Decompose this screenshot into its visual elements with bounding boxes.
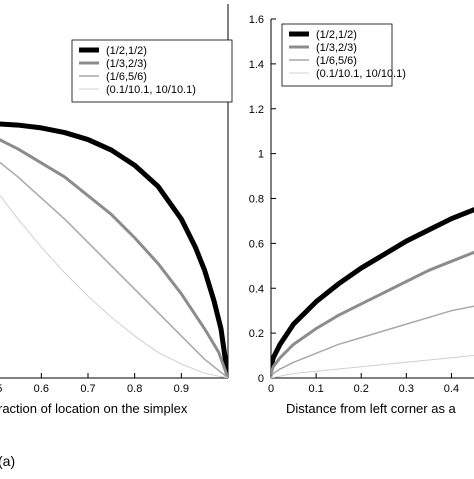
series-line-3 (0, 161, 228, 378)
series-line-2 (271, 250, 474, 376)
legend-entry: (1/2,1/2) (106, 45, 147, 57)
legend: (1/2,1/2)(1/3,2/3)(1/6,5/6)(0.1/10.1, 10… (71, 39, 233, 103)
y-tick-label: 0.6 (249, 238, 264, 250)
x-tick-label: 0.5 (0, 383, 2, 395)
legend-entry: (0.1/10.1, 10/10.1) (316, 68, 406, 80)
legend-entry: (1/6,5/6) (106, 71, 147, 83)
legend-entry: (1/3,2/3) (316, 42, 357, 54)
y-tick-label: 0.4 (249, 283, 264, 295)
x-tick-label: 0.6 (34, 383, 49, 395)
legend-entry: (1/2,1/2) (316, 29, 357, 41)
series-line-1 (271, 207, 474, 370)
x-tick-label: 0.1 (308, 383, 323, 395)
series-line-4 (0, 194, 228, 378)
y-tick-label: 1.2 (249, 104, 264, 116)
y-tick-label: 0 (258, 373, 264, 385)
x-axis-label: raction of location on the simplex (0, 401, 188, 416)
x-tick-label: 0.7 (80, 383, 95, 395)
x-tick-label: 0.8 (127, 383, 142, 395)
y-tick-label: 1 (258, 149, 264, 161)
x-tick-label: 0 (268, 383, 274, 395)
left-chart: 0.5 0.6 0.7 0.8 0.9 raction of location on th… (0, 4, 233, 416)
legend-entry: (0.1/10.1, 10/10.1) (106, 84, 196, 96)
right-chart: 0 0.1 0.2 0.3 0.4 0 0.2 0.4 0.6 0.8 1 1.2 1.4 1.6 Dist… (249, 14, 474, 416)
legend: (1/2,1/2)(1/3,2/3)(1/6,5/6)(0.1/10.1, 10… (281, 23, 406, 87)
x-tick-label: 0.2 (354, 383, 369, 395)
panel-label: (a) (0, 453, 15, 469)
y-tick-label: 1.4 (249, 59, 264, 71)
series-line-1 (0, 121, 228, 378)
legend-entry: (1/3,2/3) (106, 58, 147, 70)
series-line-4 (271, 355, 474, 378)
x-axis-label: Distance from left corner as a (286, 401, 457, 416)
x-tick-label: 0.9 (174, 383, 189, 395)
y-tick-label: 0.8 (249, 194, 264, 206)
series-line-2 (0, 138, 228, 378)
y-tick-label: 1.6 (249, 14, 264, 26)
y-tick-label: 0.2 (249, 328, 264, 340)
legend-entry: (1/6,5/6) (316, 55, 357, 67)
x-tick-label: 0.3 (399, 383, 414, 395)
x-tick-label: 0.4 (444, 383, 459, 395)
series-line-3 (271, 305, 474, 378)
